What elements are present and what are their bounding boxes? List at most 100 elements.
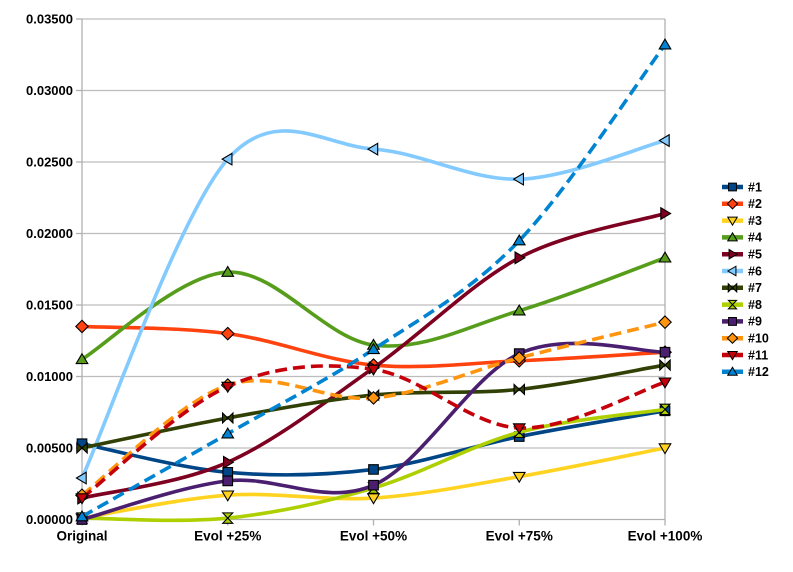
data-point-marker-#10	[658, 315, 672, 330]
legend: #1 #2 #3 #4 #5 #6 #7 #8 #9 #10 #11 #12	[722, 180, 769, 379]
data-point-marker-#6	[658, 133, 670, 148]
data-point-marker-#7	[659, 358, 671, 372]
data-point-marker-#9	[659, 346, 671, 358]
data-point-marker-#8	[221, 512, 235, 524]
data-point-marker-#5	[514, 251, 526, 265]
legend-item-#5: #5	[722, 248, 762, 262]
legend-label: #3	[748, 214, 762, 228]
legend-marker-triangle-up-icon	[726, 366, 739, 376]
series-line-#11	[80, 364, 666, 500]
series-line-#6	[80, 129, 666, 479]
legend-item-#10: #10	[722, 332, 769, 346]
data-point-marker-#4	[512, 304, 527, 316]
data-point-marker-#4	[658, 251, 672, 263]
data-point-marker-#11	[658, 377, 672, 389]
data-point-marker-#11	[366, 364, 381, 377]
x-axis-category-label: Evol +25%	[194, 529, 261, 544]
y-axis-tick-label: 0.01000	[26, 369, 73, 384]
data-point-marker-#3	[220, 490, 235, 502]
data-point-marker-#4	[75, 352, 89, 365]
data-point-marker-#3	[512, 471, 527, 484]
x-axis-category-label: Evol +50%	[340, 529, 407, 544]
legend-item-#12: #12	[722, 365, 769, 379]
x-axis-category-label: Original	[56, 529, 107, 544]
data-point-marker-#12	[366, 342, 381, 355]
data-point-marker-#6	[366, 142, 379, 156]
y-axis-tick-label: 0.02000	[26, 226, 73, 241]
series-#12	[75, 38, 672, 522]
data-point-marker-#11	[220, 381, 235, 394]
legend-label: #6	[748, 264, 762, 278]
data-point-marker-#12	[512, 233, 527, 246]
data-point-marker-#7	[513, 383, 525, 396]
data-point-marker-#2	[75, 319, 89, 334]
legend-marker-diamond-icon	[726, 198, 739, 210]
x-axis-category-label: Evol +75%	[486, 529, 553, 544]
legend-item-#7: #7	[722, 281, 762, 295]
legend-marker-bowtie-icon	[727, 282, 738, 294]
legend-marker-triangle-down-icon	[726, 216, 739, 227]
data-point-marker-#7	[76, 441, 88, 455]
data-point-marker-#9	[368, 479, 379, 491]
legend-label: #8	[748, 298, 762, 312]
legend-label: #9	[748, 315, 762, 329]
data-point-marker-#5	[223, 455, 235, 470]
legend-marker-square-icon	[728, 316, 737, 326]
y-axis-tick-label: 0.01500	[26, 298, 73, 313]
data-point-marker-#5	[660, 206, 672, 221]
legend-label: #1	[748, 180, 762, 194]
data-point-marker-#11	[512, 423, 527, 435]
data-point-marker-#11	[75, 493, 89, 505]
data-point-marker-#1	[368, 464, 379, 475]
legend-item-#2: #2	[722, 197, 762, 211]
legend-marker-triangle-left-icon	[726, 265, 737, 277]
data-point-marker-#7	[222, 411, 234, 425]
data-point-marker-#12	[658, 38, 672, 50]
legend-item-#9: #9	[722, 315, 762, 329]
series-#11	[75, 364, 672, 505]
data-point-marker-#6	[512, 172, 524, 186]
data-point-marker-#2	[220, 326, 235, 341]
series-#6	[75, 129, 670, 485]
legend-marker-diamond-icon	[726, 332, 739, 344]
y-axis-tick-label: 0.00500	[26, 441, 73, 456]
legend-label: #2	[748, 197, 762, 211]
data-point-marker-#3	[366, 493, 381, 505]
legend-item-#6: #6	[722, 264, 762, 278]
legend-item-#8: #8	[722, 298, 762, 312]
legend-item-#3: #3	[722, 214, 762, 228]
y-axis-tick-label: 0.03500	[26, 12, 73, 27]
y-axis-tick-label: 0.02500	[26, 155, 73, 170]
legend-label: #5	[748, 248, 762, 262]
data-point-marker-#4	[220, 265, 235, 277]
legend-marker-triangle-right-icon	[728, 248, 739, 260]
series-line-#7	[81, 363, 666, 450]
legend-label: #7	[748, 281, 762, 295]
legend-label: #11	[748, 348, 768, 362]
data-point-marker-#6	[75, 471, 87, 485]
y-axis-tick-label: 0.00000	[26, 512, 73, 527]
legend-marker-triangle-up-icon	[726, 231, 739, 242]
x-axis-category-label: Evol +100%	[628, 529, 703, 544]
data-point-marker-#8	[658, 403, 672, 416]
data-point-marker-#10	[512, 350, 527, 365]
series-line-#5	[81, 211, 666, 500]
legend-label: #10	[748, 332, 769, 346]
data-point-marker-#12	[220, 427, 235, 439]
data-point-marker-#9	[222, 475, 234, 487]
legend-item-#1: #1	[722, 180, 762, 194]
y-axis-tick-label: 0.03000	[26, 83, 73, 98]
legend-label: #4	[748, 231, 762, 245]
data-point-marker-#3	[658, 443, 672, 455]
legend-item-#4: #4	[722, 231, 762, 245]
legend-marker-triangle-down-icon	[726, 351, 739, 361]
legend-marker-square-icon	[728, 182, 737, 192]
series-line-#12	[81, 43, 667, 519]
data-point-marker-#12	[75, 509, 89, 522]
data-point-marker-#10	[366, 390, 381, 405]
legend-label: #12	[748, 365, 769, 379]
legend-marker-hourglass-icon	[727, 299, 738, 310]
legend-item-#11: #11	[722, 348, 768, 362]
